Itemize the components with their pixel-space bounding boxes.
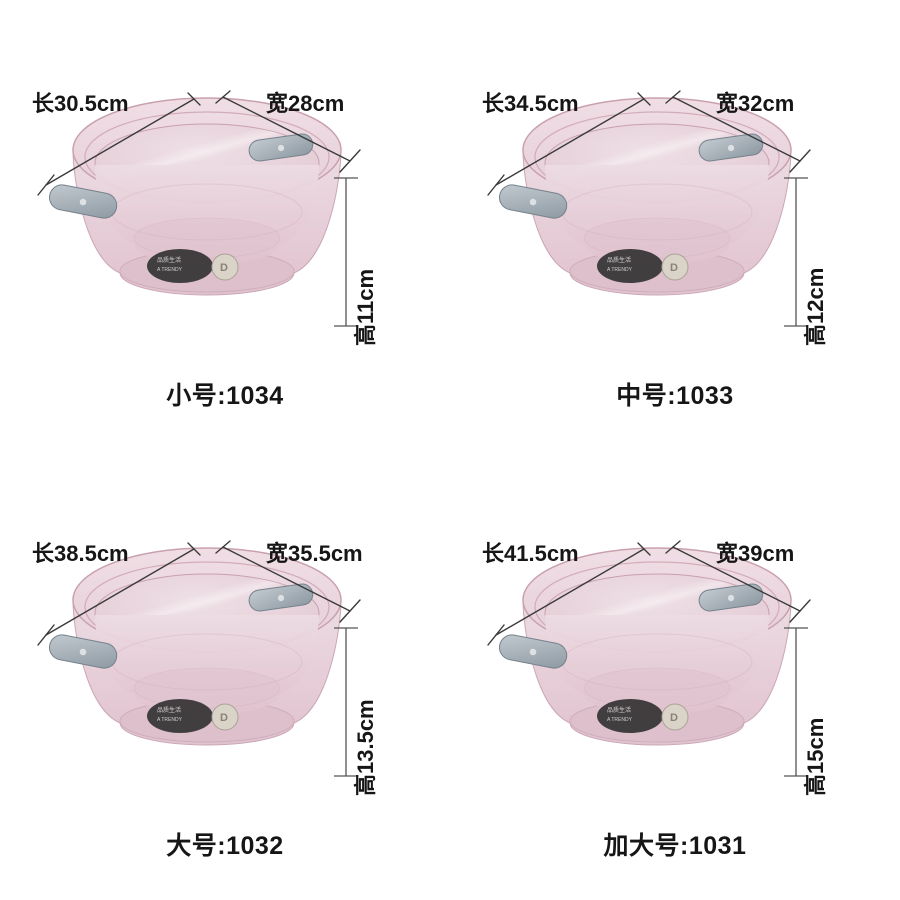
svg-text:D: D	[670, 712, 678, 724]
svg-text:A TRENDY: A TRENDY	[607, 267, 633, 273]
svg-text:D: D	[220, 262, 228, 274]
svg-text:品质生活: 品质生活	[157, 706, 181, 714]
svg-text:A TRENDY: A TRENDY	[607, 717, 633, 723]
svg-text:D: D	[220, 712, 228, 724]
svg-text:品质生活: 品质生活	[157, 256, 181, 264]
svg-text:D: D	[670, 262, 678, 274]
svg-text:A TRENDY: A TRENDY	[157, 717, 183, 723]
svg-text:A TRENDY: A TRENDY	[157, 267, 183, 273]
svg-text:品质生活: 品质生活	[607, 706, 631, 714]
svg-text:品质生活: 品质生活	[607, 256, 631, 264]
